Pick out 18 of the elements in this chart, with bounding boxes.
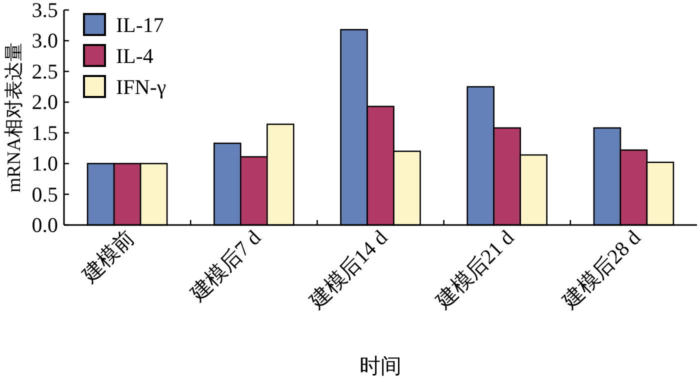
y-tick-label: 3.5 [32,0,58,22]
legend-label: IL-4 [116,44,154,68]
y-tick-label: 2.0 [32,90,58,114]
y-tick-label: 1.5 [32,120,58,145]
x-tick-label: 建模后14 d [304,225,392,314]
y-tick-label: 2.5 [32,59,58,84]
x-tick-label: 建模后21 d [430,225,519,314]
x-tick-label: 建模后28 d [557,225,646,314]
y-axis-title: mRNA相对表达量 [4,42,25,192]
y-tick-label: 0.0 [32,213,58,237]
legend-label: IFN-γ [116,75,166,99]
x-tick-label: 建模前 [76,226,139,288]
y-tick-label: 3.0 [32,28,58,53]
y-tick-label: 0.5 [32,182,58,206]
y-tick-label: 1.0 [32,152,58,176]
x-tick-label: 建模后7 d [184,225,266,306]
x-axis-title: 时间 [360,354,402,378]
legend-label: IL-17 [116,13,164,37]
